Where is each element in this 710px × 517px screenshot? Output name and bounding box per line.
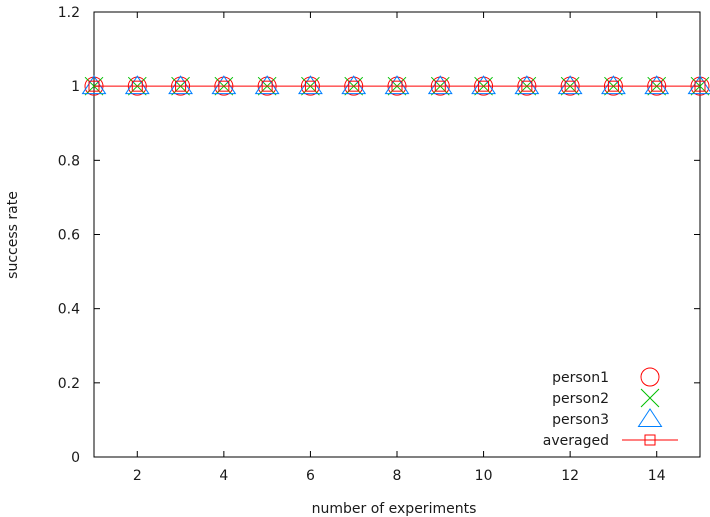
person3-point: [384, 75, 410, 95]
legend-marker-person3: [637, 408, 663, 427]
person3-point: [81, 75, 107, 95]
x-tick-label: 6: [306, 468, 315, 484]
averaged-point: [694, 80, 706, 92]
legend-label-person3: person3: [552, 412, 609, 428]
averaged-point: [261, 80, 273, 92]
y-tick-label: 1.2: [58, 5, 80, 21]
averaged-point: [434, 80, 446, 92]
y-axis-title: success rate: [5, 191, 21, 279]
legend-label-person2: person2: [552, 391, 609, 407]
averaged-point: [175, 80, 187, 92]
plot-layer: 0 0.2 0.4 0.6 0.8 1 1.2 2 4 6 8 10 12 14 person1 person…: [58, 5, 710, 484]
averaged-point: [348, 80, 360, 92]
averaged-point: [521, 80, 533, 92]
legend-marker-person2: [640, 388, 660, 408]
y-tick-label: 1: [71, 79, 80, 95]
person3-point: [168, 75, 193, 95]
person3-point: [427, 75, 453, 95]
person3-point: [254, 75, 280, 95]
y-tick-label: 0: [71, 450, 80, 466]
person3-point: [557, 75, 583, 95]
person3-point: [341, 75, 367, 95]
y-tick-label: 0.6: [58, 228, 80, 244]
person3-point: [644, 75, 670, 95]
person3-point: [601, 75, 626, 95]
legend-marker-person1: [640, 367, 660, 387]
x-tick-label: 8: [393, 468, 402, 484]
person3-point: [211, 75, 237, 95]
x-tick-label: 14: [648, 468, 666, 484]
averaged-point: [651, 80, 663, 92]
legend-label-averaged: averaged: [543, 433, 609, 449]
averaged-point: [564, 80, 576, 92]
y-tick-label: 0.2: [58, 376, 80, 392]
x-axis-title: number of experiments: [312, 501, 477, 517]
person3-point: [687, 75, 710, 95]
x-tick-label: 4: [219, 468, 228, 484]
x-tick-label: 12: [561, 468, 579, 484]
averaged-point: [391, 80, 403, 92]
averaged-point: [88, 80, 100, 92]
person3-point: [471, 75, 496, 95]
y-tick-label: 0.4: [58, 302, 80, 318]
person3-point: [514, 75, 540, 95]
averaged-point: [218, 80, 230, 92]
x-tick-label: 10: [475, 468, 493, 484]
averaged-point: [304, 80, 316, 92]
x-tick-label: 2: [133, 468, 142, 484]
y-tick-label: 0.8: [58, 153, 80, 169]
averaged-point: [478, 80, 490, 92]
averaged-point: [131, 80, 143, 92]
person3-point: [124, 75, 150, 95]
legend-label-person1: person1: [552, 370, 609, 386]
averaged-point: [607, 80, 619, 92]
legend-marker-averaged: [644, 434, 656, 446]
person3-point: [298, 75, 323, 95]
